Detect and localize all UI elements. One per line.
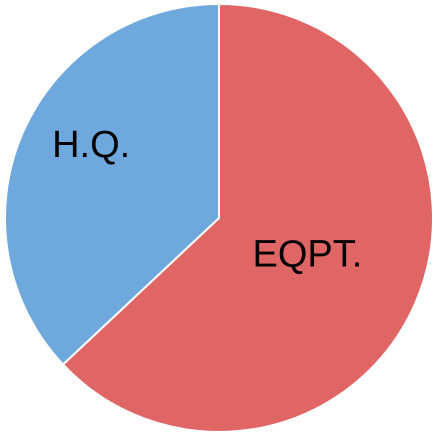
labels-layer: EQPT. H.Q. (52, 124, 362, 275)
pie-label-h-q: H.Q. (52, 124, 130, 166)
pie-slice-eqpt (61, 2, 434, 432)
slices-layer (4, 2, 434, 432)
pie-slice-h-q (4, 2, 220, 366)
pie-label-eqpt: EQPT. (252, 233, 362, 275)
